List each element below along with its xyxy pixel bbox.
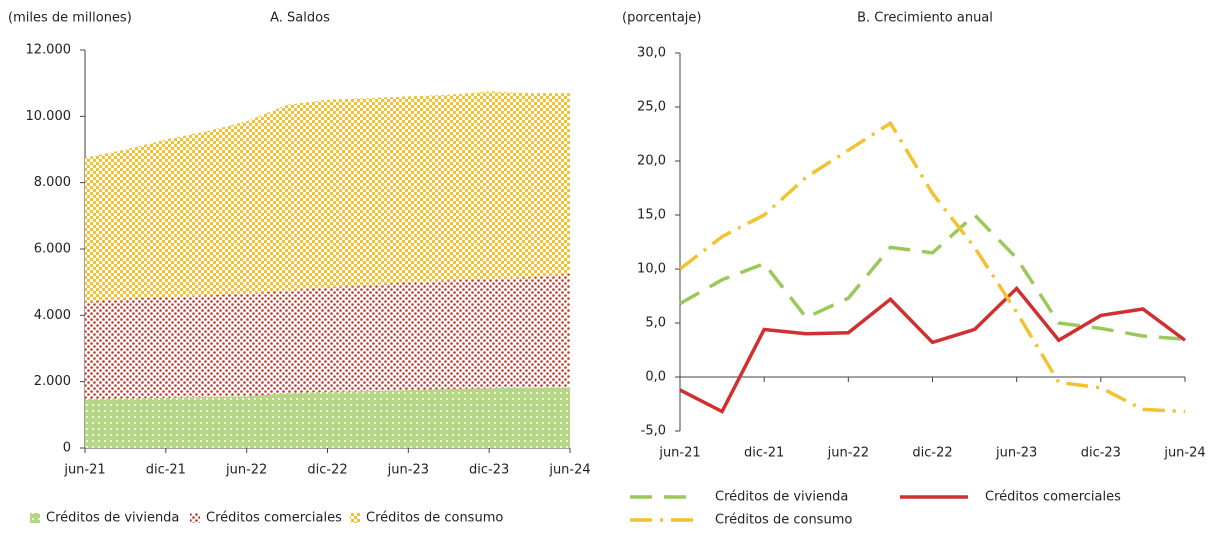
- legend-label: Créditos de vivienda: [715, 490, 848, 505]
- line: [678, 120, 1186, 414]
- legend-label: Créditos comerciales: [985, 490, 1121, 505]
- area: [85, 273, 570, 399]
- x-tick-label: dic-22: [307, 463, 347, 478]
- x-tick-label: dic-22: [912, 446, 952, 461]
- y-tick-label: 2.000: [34, 374, 71, 389]
- y-tick-label: 12.000: [26, 43, 72, 58]
- y-tick-label: 25,0: [637, 100, 666, 115]
- legend-label: Créditos de vivienda: [46, 511, 179, 526]
- y-tick-label: 10.000: [26, 109, 72, 124]
- y-tick-label: 4.000: [34, 308, 71, 323]
- y-tick-label: 0,0: [645, 370, 666, 385]
- legend-label: Créditos de consumo: [366, 511, 503, 526]
- line: [679, 212, 1186, 341]
- legend-label: Créditos de consumo: [715, 513, 852, 528]
- y-tick-label: 8.000: [34, 175, 71, 190]
- y-tick-label: 5,0: [645, 316, 666, 331]
- chart-title: A. Saldos: [270, 11, 330, 26]
- x-tick-label: dic-21: [146, 463, 186, 478]
- area: [85, 387, 570, 448]
- x-tick-label: dic-23: [1081, 446, 1121, 461]
- legend-swatch: [350, 513, 360, 523]
- x-tick-label: dic-21: [744, 446, 784, 461]
- area: [85, 91, 570, 303]
- y-tick-label: 10,0: [637, 262, 666, 277]
- x-tick-label: jun-21: [658, 446, 700, 461]
- x-tick-label: jun-22: [827, 446, 869, 461]
- legend-label: Créditos comerciales: [206, 511, 342, 526]
- line: [679, 285, 1187, 414]
- x-tick-label: jun-23: [995, 446, 1037, 461]
- x-tick-label: dic-23: [469, 463, 509, 478]
- legend-swatch: [190, 513, 200, 523]
- y-tick-label: -5,0: [641, 424, 666, 439]
- legend-swatch: [30, 513, 40, 523]
- x-tick-label: jun-24: [1163, 446, 1205, 461]
- x-tick-label: jun-22: [225, 463, 267, 478]
- y-axis-unit: (porcentaje): [622, 11, 701, 26]
- x-tick-label: jun-23: [387, 463, 429, 478]
- y-tick-label: 6.000: [34, 242, 71, 257]
- chart-title: B. Crecimiento anual: [857, 11, 993, 26]
- y-tick-label: 20,0: [637, 154, 666, 169]
- x-tick-label: jun-21: [63, 463, 105, 478]
- x-tick-label: jun-24: [548, 463, 590, 478]
- y-axis-unit: (miles de millones): [8, 11, 132, 26]
- y-tick-label: 15,0: [637, 208, 666, 223]
- y-tick-label: 30,0: [637, 46, 666, 61]
- y-tick-label: 0: [63, 441, 71, 456]
